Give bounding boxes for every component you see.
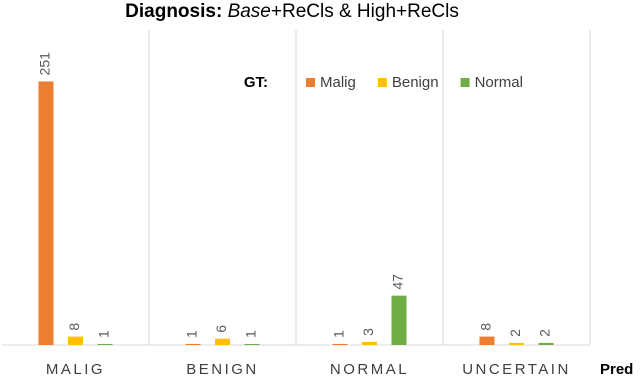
data-label: 2	[507, 329, 523, 337]
legend-label: Benign	[392, 74, 439, 91]
bar	[68, 336, 83, 345]
x-tick-label: BENIGN	[186, 361, 259, 378]
bar	[538, 342, 554, 345]
legend-label: Normal	[475, 74, 523, 91]
data-label: 3	[360, 328, 376, 336]
data-label: 47	[390, 274, 406, 290]
title-part: Base	[228, 1, 271, 22]
data-label: 1	[184, 330, 200, 338]
bar	[244, 343, 260, 345]
x-tick-label: NORMAL	[330, 361, 409, 378]
bar	[332, 343, 348, 345]
data-label: 1	[243, 330, 259, 338]
bar	[509, 342, 524, 345]
bar	[38, 81, 54, 345]
bar	[215, 338, 230, 345]
bar	[362, 341, 377, 345]
chart-title: Diagnosis: Base+ReCls & High+ReCls	[125, 1, 459, 22]
bar	[185, 343, 201, 345]
x-tick-label: UNCERTAIN	[462, 361, 571, 378]
data-label: 8	[66, 323, 82, 331]
title-part: +ReCls & High+ReCls	[271, 1, 459, 22]
data-label: 1	[96, 330, 112, 338]
title-part: Diagnosis:	[125, 1, 222, 22]
legend-swatch	[306, 78, 315, 87]
legend-swatch	[460, 78, 470, 87]
bar	[479, 336, 495, 345]
legend-label: Malig	[320, 74, 356, 91]
x-tick-label: MALIG	[46, 361, 105, 378]
bar	[97, 343, 113, 345]
data-label: 6	[213, 325, 229, 333]
data-label: 8	[478, 323, 494, 331]
data-label: 251	[37, 52, 53, 76]
data-label: 1	[331, 330, 347, 338]
legend-title: GT:	[244, 74, 268, 91]
data-label: 2	[537, 329, 553, 337]
x-axis-label: Pred	[600, 361, 633, 378]
bar	[391, 295, 407, 345]
legend-swatch	[377, 78, 387, 87]
